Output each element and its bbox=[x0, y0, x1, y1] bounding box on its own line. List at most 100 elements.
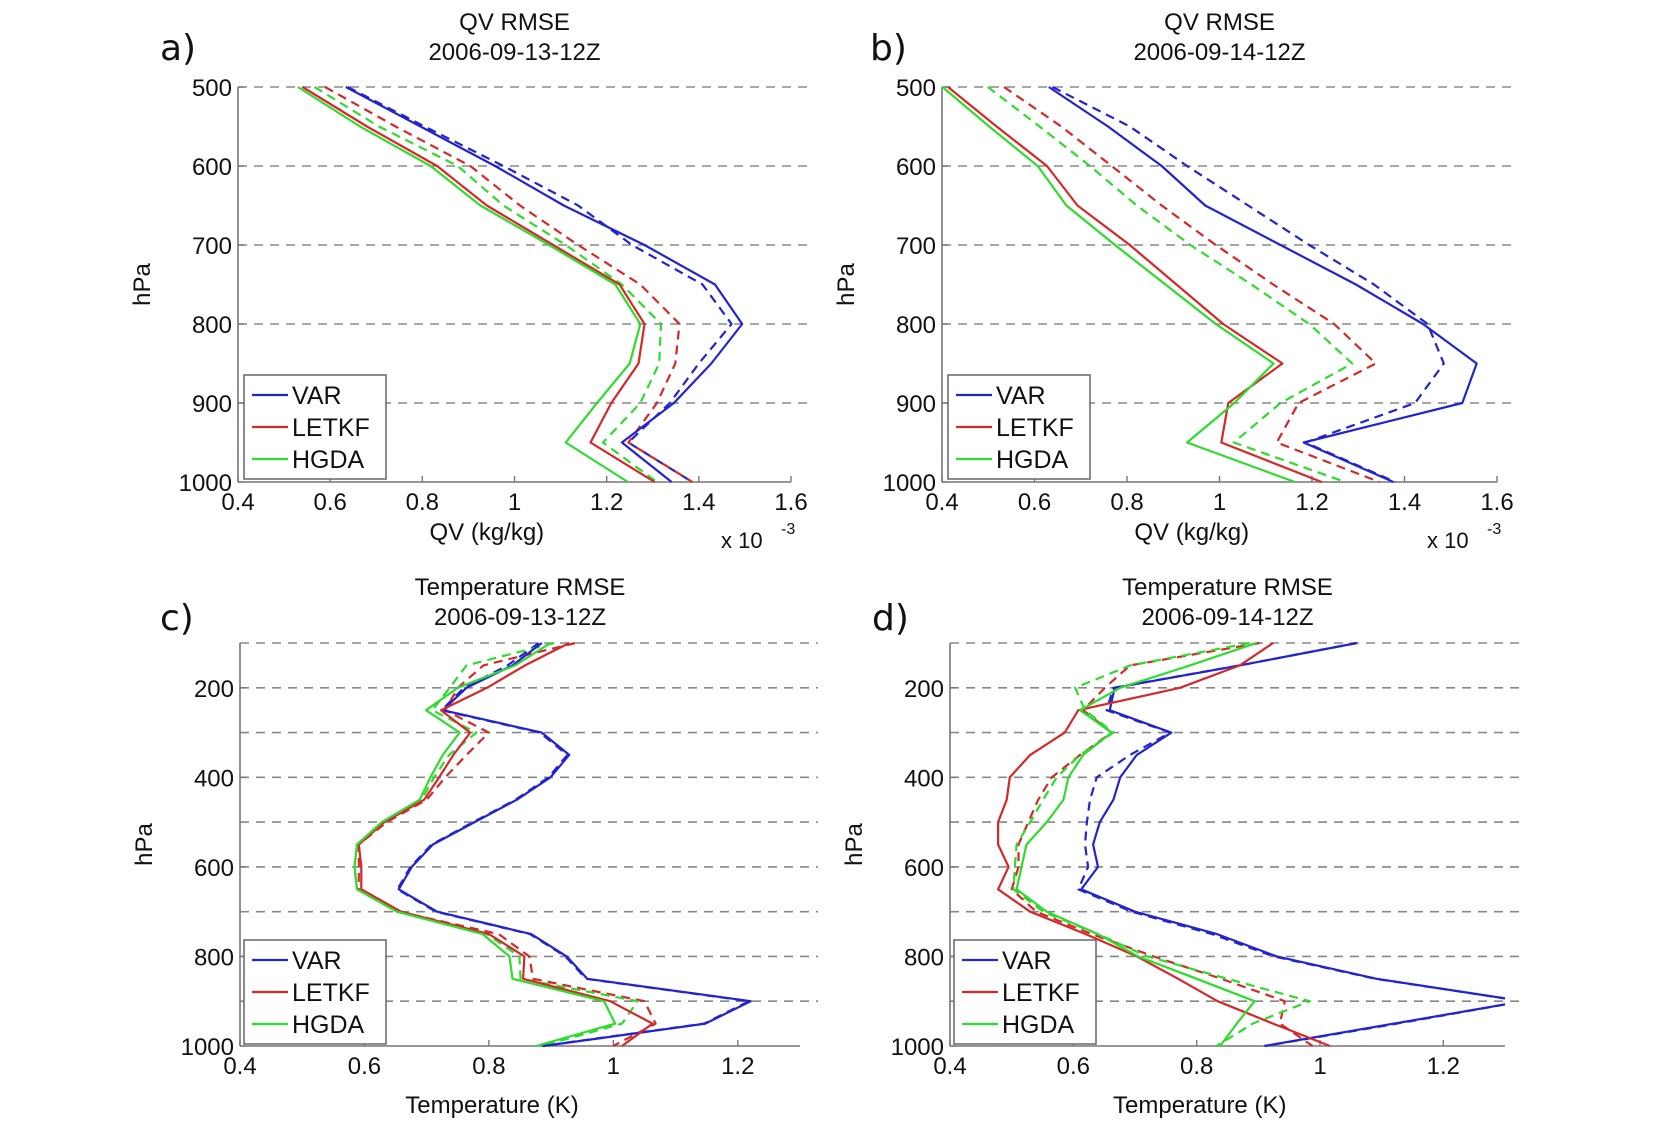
y-tick-label: 400 bbox=[194, 765, 234, 792]
legend-label-letkf: LETKF bbox=[1002, 979, 1080, 1007]
x-tick-label: 0.6 bbox=[1018, 489, 1051, 516]
panel-a: a) QV RMSE 2006-09-13-12Z 0.4 0.6 0.8 1 1.2 1.4 1… bbox=[129, 9, 809, 553]
series-line-hgda-solid bbox=[353, 642, 617, 1048]
y-tick-label: 800 bbox=[896, 312, 936, 339]
x-multiplier-exponent: -3 bbox=[1487, 521, 1501, 538]
legend-label-letkf: LETKF bbox=[996, 414, 1074, 442]
x-tick-label: 0.8 bbox=[472, 1053, 505, 1080]
series-line-hgda-dashed bbox=[987, 86, 1354, 484]
x-tick-label: 0.4 bbox=[223, 1053, 256, 1080]
x-tick-label: 0.8 bbox=[1180, 1053, 1213, 1080]
y-tick-label: 200 bbox=[194, 676, 234, 703]
series-line-hgda-dashed bbox=[353, 641, 639, 1048]
chart-subtitle: 2006-09-14-12Z bbox=[1133, 39, 1305, 66]
series-line-var-dashed bbox=[1051, 86, 1445, 484]
x-tick-label: 1.4 bbox=[1388, 489, 1421, 516]
y-tick-label: 600 bbox=[896, 154, 936, 181]
series-line-var-dashed bbox=[1077, 641, 1505, 1048]
legend-label-hgda: HGDA bbox=[1002, 1011, 1075, 1039]
legend-label-var: VAR bbox=[996, 382, 1046, 410]
x-tick-label: 1.2 bbox=[1427, 1053, 1460, 1080]
x-tick-label: 0.6 bbox=[348, 1053, 381, 1080]
chart-subtitle: 2006-09-14-12Z bbox=[1141, 604, 1313, 631]
series-line-var-solid bbox=[397, 642, 752, 1048]
y-tick-label: 500 bbox=[192, 75, 232, 102]
y-tick-label: 700 bbox=[896, 233, 936, 260]
series-line-var-solid bbox=[1048, 86, 1478, 484]
series-line-hgda-dashed bbox=[1012, 641, 1311, 1047]
x-tick-label: 1 bbox=[1313, 1053, 1326, 1080]
y-tick-label: 800 bbox=[194, 944, 234, 971]
y-tick-label: 800 bbox=[904, 944, 944, 971]
x-tick-label: 1 bbox=[508, 489, 521, 516]
y-tick-label: 200 bbox=[904, 676, 944, 703]
legend-label-hgda: HGDA bbox=[996, 446, 1069, 474]
series-line-letkf-solid bbox=[357, 642, 654, 1047]
chart-subtitle: 2006-09-13-12Z bbox=[428, 39, 600, 66]
series-line-hgda-dashed bbox=[313, 86, 663, 483]
y-tick-label: 600 bbox=[194, 855, 234, 882]
series-line-var-solid bbox=[1080, 641, 1505, 1048]
legend: VAR LETKF HGDA bbox=[947, 374, 1091, 480]
series-line-hgda-solid bbox=[297, 86, 642, 483]
x-tick-label: 1.2 bbox=[590, 489, 623, 516]
x-axis-label: Temperature (K) bbox=[1113, 1092, 1286, 1119]
y-tick-label: 700 bbox=[192, 233, 232, 260]
series-line-letkf-solid bbox=[947, 86, 1323, 484]
y-axis-label: hPa bbox=[131, 822, 158, 865]
chart-title: Temperature RMSE bbox=[415, 574, 626, 601]
y-axis-label: hPa bbox=[129, 262, 156, 305]
chart-title: QV RMSE bbox=[1164, 9, 1275, 36]
x-tick-label: 1.2 bbox=[721, 1053, 754, 1080]
y-tick-label: 900 bbox=[896, 391, 936, 418]
legend-label-hgda: HGDA bbox=[292, 446, 365, 474]
chart-subtitle: 2006-09-13-12Z bbox=[434, 604, 606, 631]
panel-d: d) Temperature RMSE 2006-09-14-12Z 0.4 0.6 0.… bbox=[841, 574, 1523, 1119]
y-tick-label: 1000 bbox=[179, 470, 232, 497]
legend: VAR LETKF HGDA bbox=[243, 939, 387, 1045]
x-tick-label: 0.8 bbox=[1110, 489, 1143, 516]
legend-label-letkf: LETKF bbox=[292, 979, 370, 1007]
panel-letter: b) bbox=[870, 28, 907, 69]
panel-letter: a) bbox=[160, 28, 196, 69]
legend-label-hgda: HGDA bbox=[292, 1011, 365, 1039]
series-line-letkf-solid bbox=[301, 86, 656, 483]
panel-letter: d) bbox=[872, 598, 909, 639]
panel-letter: c) bbox=[160, 598, 194, 639]
x-tick-label: 1.6 bbox=[1480, 489, 1513, 516]
y-tick-label: 600 bbox=[904, 855, 944, 882]
x-multiplier-label: x 10 bbox=[721, 528, 763, 553]
panel-c: c) Temperature RMSE 2006-09-13-12Z 0.4 0.6 0.… bbox=[131, 574, 818, 1119]
y-tick-label: 900 bbox=[192, 391, 232, 418]
y-tick-label: 800 bbox=[192, 312, 232, 339]
y-axis-label: hPa bbox=[833, 262, 860, 305]
chart-title: QV RMSE bbox=[459, 9, 570, 36]
chart-title: Temperature RMSE bbox=[1122, 574, 1333, 601]
x-tick-label: 0.4 bbox=[933, 1053, 966, 1080]
x-tick-label: 1.4 bbox=[682, 489, 715, 516]
x-tick-label: 1.6 bbox=[774, 489, 807, 516]
x-tick-label: 0.6 bbox=[1057, 1053, 1090, 1080]
legend: VAR LETKF HGDA bbox=[243, 374, 387, 480]
series-line-hgda-solid bbox=[1015, 641, 1257, 1047]
y-tick-label: 400 bbox=[904, 765, 944, 792]
x-tick-label: 0.4 bbox=[925, 489, 958, 516]
legend: VAR LETKF HGDA bbox=[953, 939, 1097, 1045]
x-axis-label: QV (kg/kg) bbox=[429, 519, 544, 546]
y-tick-label: 500 bbox=[896, 75, 936, 102]
x-tick-label: 0.8 bbox=[406, 489, 439, 516]
y-axis-label: hPa bbox=[841, 822, 868, 865]
series-line-letkf-dashed bbox=[324, 86, 693, 483]
legend-label-var: VAR bbox=[292, 382, 342, 410]
x-multiplier-exponent: -3 bbox=[781, 521, 795, 538]
x-multiplier-label: x 10 bbox=[1427, 528, 1469, 553]
x-tick-label: 1 bbox=[1213, 489, 1226, 516]
x-tick-label: 0.4 bbox=[221, 489, 254, 516]
series-line-letkf-dashed bbox=[1003, 86, 1380, 484]
series-line-letkf-dashed bbox=[357, 641, 657, 1047]
panel-b: b) QV RMSE 2006-09-14-12Z 0.4 0.6 0.8 1 1.2 1.4 1… bbox=[833, 9, 1515, 553]
series-line-letkf-solid bbox=[996, 642, 1331, 1048]
x-tick-label: 1 bbox=[607, 1053, 620, 1080]
series-line-hgda-solid bbox=[942, 86, 1296, 484]
